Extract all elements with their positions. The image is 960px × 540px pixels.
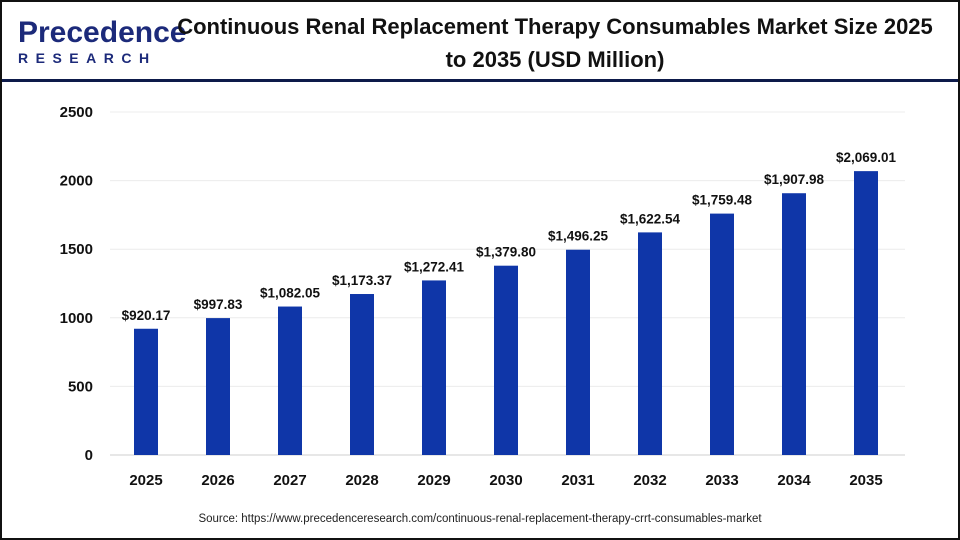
data-label: $1,907.98 — [764, 172, 825, 187]
header-divider — [2, 79, 958, 82]
data-label: $1,379.80 — [476, 245, 536, 260]
bar-2031 — [566, 249, 590, 455]
x-tick-label: 2030 — [489, 472, 522, 489]
y-tick-label: 2000 — [60, 173, 93, 190]
data-label: $997.83 — [194, 297, 243, 312]
x-tick-label: 2035 — [849, 472, 882, 489]
y-tick-label: 2500 — [60, 104, 93, 121]
x-tick-label: 2034 — [777, 472, 811, 489]
bar-2028 — [350, 294, 374, 455]
y-tick-label: 500 — [68, 378, 93, 395]
brand-line1: Precedence — [18, 16, 187, 49]
bar-2029 — [422, 280, 446, 455]
x-tick-label: 2026 — [201, 472, 234, 489]
data-label: $1,496.25 — [548, 229, 609, 244]
data-label: $1,082.05 — [260, 286, 321, 301]
x-tick-label: 2027 — [273, 472, 306, 489]
x-tick-label: 2028 — [345, 472, 378, 489]
chart-title: Continuous Renal Replacement Therapy Con… — [177, 14, 933, 72]
bar-2027 — [278, 306, 302, 455]
brand-line2: RESEARCH — [18, 50, 157, 66]
x-tick-label: 2033 — [705, 472, 738, 489]
data-label: $1,272.41 — [404, 259, 465, 274]
y-tick-label: 1500 — [60, 241, 93, 258]
x-tick-label: 2031 — [561, 472, 594, 489]
data-label: $1,622.54 — [620, 211, 681, 226]
brand-logo: Precedence RESEARCH — [18, 16, 187, 67]
bar-2025 — [134, 328, 158, 455]
x-tick-label: 2032 — [633, 472, 666, 489]
bar-2034 — [782, 193, 806, 455]
y-tick-label: 1000 — [60, 310, 93, 327]
x-tick-label: 2025 — [129, 472, 162, 489]
x-tick-label: 2029 — [417, 472, 450, 489]
bar-2030 — [494, 265, 518, 455]
bar-2026 — [206, 318, 230, 455]
data-label: $2,069.01 — [836, 150, 897, 165]
bar-2033 — [710, 213, 734, 455]
source-note: Source: https://www.precedenceresearch.c… — [198, 513, 762, 525]
bar-2035 — [854, 171, 878, 455]
y-tick-label: 0 — [85, 447, 93, 464]
bar-2032 — [638, 232, 662, 455]
data-label: $1,759.48 — [692, 193, 753, 208]
data-label: $1,173.37 — [332, 273, 392, 288]
data-label: $920.17 — [122, 308, 171, 323]
